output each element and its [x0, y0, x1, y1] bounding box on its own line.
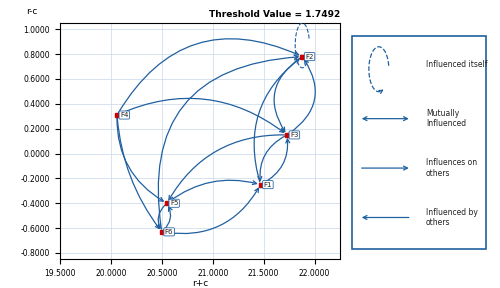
Text: F6: F6: [165, 229, 173, 235]
Text: Mutually
Influenced: Mutually Influenced: [426, 109, 466, 128]
X-axis label: r+c: r+c: [192, 279, 208, 288]
Text: F2: F2: [306, 54, 314, 60]
Text: F1: F1: [264, 182, 272, 187]
FancyArrowPatch shape: [254, 59, 299, 182]
Text: F3: F3: [290, 132, 298, 138]
Text: F5: F5: [170, 200, 178, 206]
FancyArrowPatch shape: [158, 55, 298, 229]
FancyArrowPatch shape: [118, 39, 298, 113]
FancyArrowPatch shape: [274, 58, 300, 131]
Text: Influenced itself: Influenced itself: [426, 60, 488, 69]
Text: F4: F4: [120, 112, 128, 118]
FancyArrowPatch shape: [263, 139, 289, 183]
Text: Influences on
others: Influences on others: [426, 158, 477, 178]
FancyArrowPatch shape: [117, 118, 160, 229]
Text: Influenced by
others: Influenced by others: [426, 208, 478, 227]
FancyArrowPatch shape: [258, 136, 284, 181]
FancyArrowPatch shape: [169, 180, 256, 202]
Text: Threshold Value = 1.7492: Threshold Value = 1.7492: [209, 10, 340, 20]
FancyArrowPatch shape: [120, 98, 284, 132]
FancyArrowPatch shape: [169, 135, 284, 200]
FancyArrowPatch shape: [117, 118, 164, 201]
FancyBboxPatch shape: [352, 35, 486, 249]
Y-axis label: r-c: r-c: [26, 7, 38, 16]
FancyArrowPatch shape: [164, 207, 172, 230]
FancyArrowPatch shape: [290, 60, 316, 133]
FancyArrowPatch shape: [164, 188, 258, 234]
FancyArrowPatch shape: [156, 205, 165, 228]
